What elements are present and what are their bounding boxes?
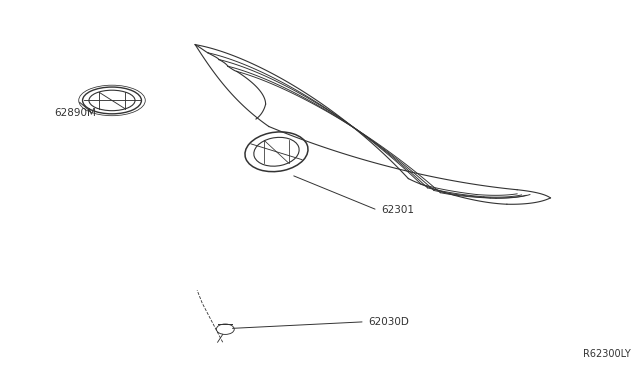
Text: 62890M: 62890M xyxy=(54,109,96,118)
Text: 62030D: 62030D xyxy=(368,317,409,327)
Text: 62301: 62301 xyxy=(381,205,414,215)
Text: R62300LY: R62300LY xyxy=(582,349,630,359)
